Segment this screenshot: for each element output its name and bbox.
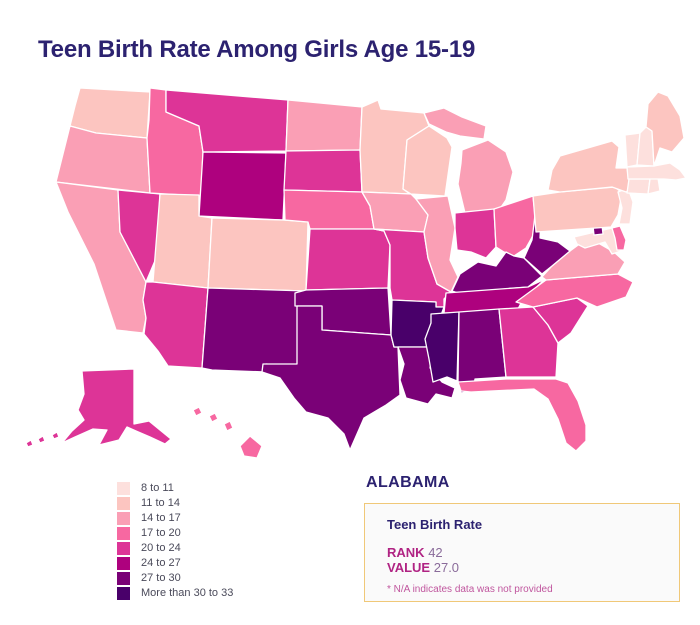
legend-label: 11 to 14: [141, 497, 180, 509]
legend-item: 20 to 24: [117, 542, 233, 555]
rank-line: RANK 42: [387, 545, 661, 560]
state-ny[interactable]: New York: [547, 140, 637, 193]
state-pa[interactable]: Pennsylvania: [532, 186, 623, 233]
value-label: VALUE: [387, 560, 431, 575]
legend-swatch: [117, 542, 130, 555]
state-hi[interactable]: Hawaii: [208, 412, 219, 423]
legend-label: 8 to 11: [141, 482, 174, 494]
state-de[interactable]: Delaware: [611, 225, 627, 251]
state-ks[interactable]: Kansas: [305, 228, 391, 291]
legend-swatch: [117, 512, 130, 525]
legend-item: 8 to 11: [117, 482, 233, 495]
legend-item: 27 to 30: [117, 572, 233, 585]
state-mi[interactable]: Michigan: [423, 107, 487, 140]
info-card-title: Teen Birth Rate: [387, 517, 483, 532]
value-value: 27.0: [433, 560, 460, 575]
state-in[interactable]: Indiana: [454, 208, 497, 259]
state-hi[interactable]: Hawaii: [223, 420, 234, 432]
legend-label: 27 to 30: [141, 572, 181, 584]
na-footnote: * N/A indicates data was not provided: [387, 584, 553, 595]
legend-swatch: [117, 557, 130, 570]
state-ak[interactable]: Alaska: [61, 368, 172, 446]
value-line: VALUE 27.0: [387, 560, 661, 575]
legend-item: 14 to 17: [117, 512, 233, 525]
legend-label: 17 to 20: [141, 527, 181, 539]
rank-value: 42: [428, 545, 443, 560]
state-ak[interactable]: Alaska: [51, 431, 60, 440]
state-ma[interactable]: Massachusetts: [626, 162, 687, 181]
state-wy[interactable]: Wyoming: [198, 151, 287, 221]
page-title: Teen Birth Rate Among Girls Age 15-19: [38, 36, 476, 64]
state-ri[interactable]: Rhode Island: [647, 177, 661, 195]
legend-item: 17 to 20: [117, 527, 233, 540]
legend-swatch: [117, 482, 130, 495]
state-hi[interactable]: Hawaii: [239, 435, 263, 459]
legend-swatch: [117, 527, 130, 540]
state-nh[interactable]: New Hampshire: [636, 126, 655, 167]
state-mi[interactable]: Michigan: [457, 139, 514, 214]
legend-item: More than 30 to 33: [117, 587, 233, 600]
map-legend: 8 to 11 11 to 14 14 to 17 17 to 20 20 to 24 2…: [117, 482, 233, 602]
selected-state-heading: ALABAMA: [366, 474, 450, 491]
info-card: Teen Birth Rate RANK 42 VALUE 27.0 * N/A…: [364, 503, 680, 602]
state-ak[interactable]: Alaska: [37, 435, 46, 444]
legend-swatch: [117, 587, 130, 600]
state-wi[interactable]: Wisconsin: [402, 125, 453, 197]
legend-label: 20 to 24: [141, 542, 181, 554]
legend-label: More than 30 to 33: [141, 587, 234, 599]
state-ct[interactable]: Connecticut: [626, 178, 651, 195]
state-nd[interactable]: North Dakota: [285, 99, 363, 152]
state-nm[interactable]: New Mexico: [201, 287, 307, 373]
state-az[interactable]: Arizona: [142, 281, 209, 369]
state-sd[interactable]: South Dakota: [283, 149, 363, 193]
legend-label: 14 to 17: [141, 512, 181, 524]
legend-swatch: [117, 572, 130, 585]
legend-item: 11 to 14: [117, 497, 233, 510]
state-me[interactable]: Maine: [645, 91, 685, 167]
legend-item: 24 to 27: [117, 557, 233, 570]
legend-label: 24 to 27: [141, 557, 181, 569]
rank-label: RANK: [387, 545, 425, 560]
state-hi[interactable]: Hawaii: [192, 406, 203, 417]
legend-swatch: [117, 497, 130, 510]
state-co[interactable]: Colorado: [207, 217, 309, 292]
state-fl[interactable]: Florida: [457, 378, 587, 452]
state-ak[interactable]: Alaska: [25, 439, 34, 448]
